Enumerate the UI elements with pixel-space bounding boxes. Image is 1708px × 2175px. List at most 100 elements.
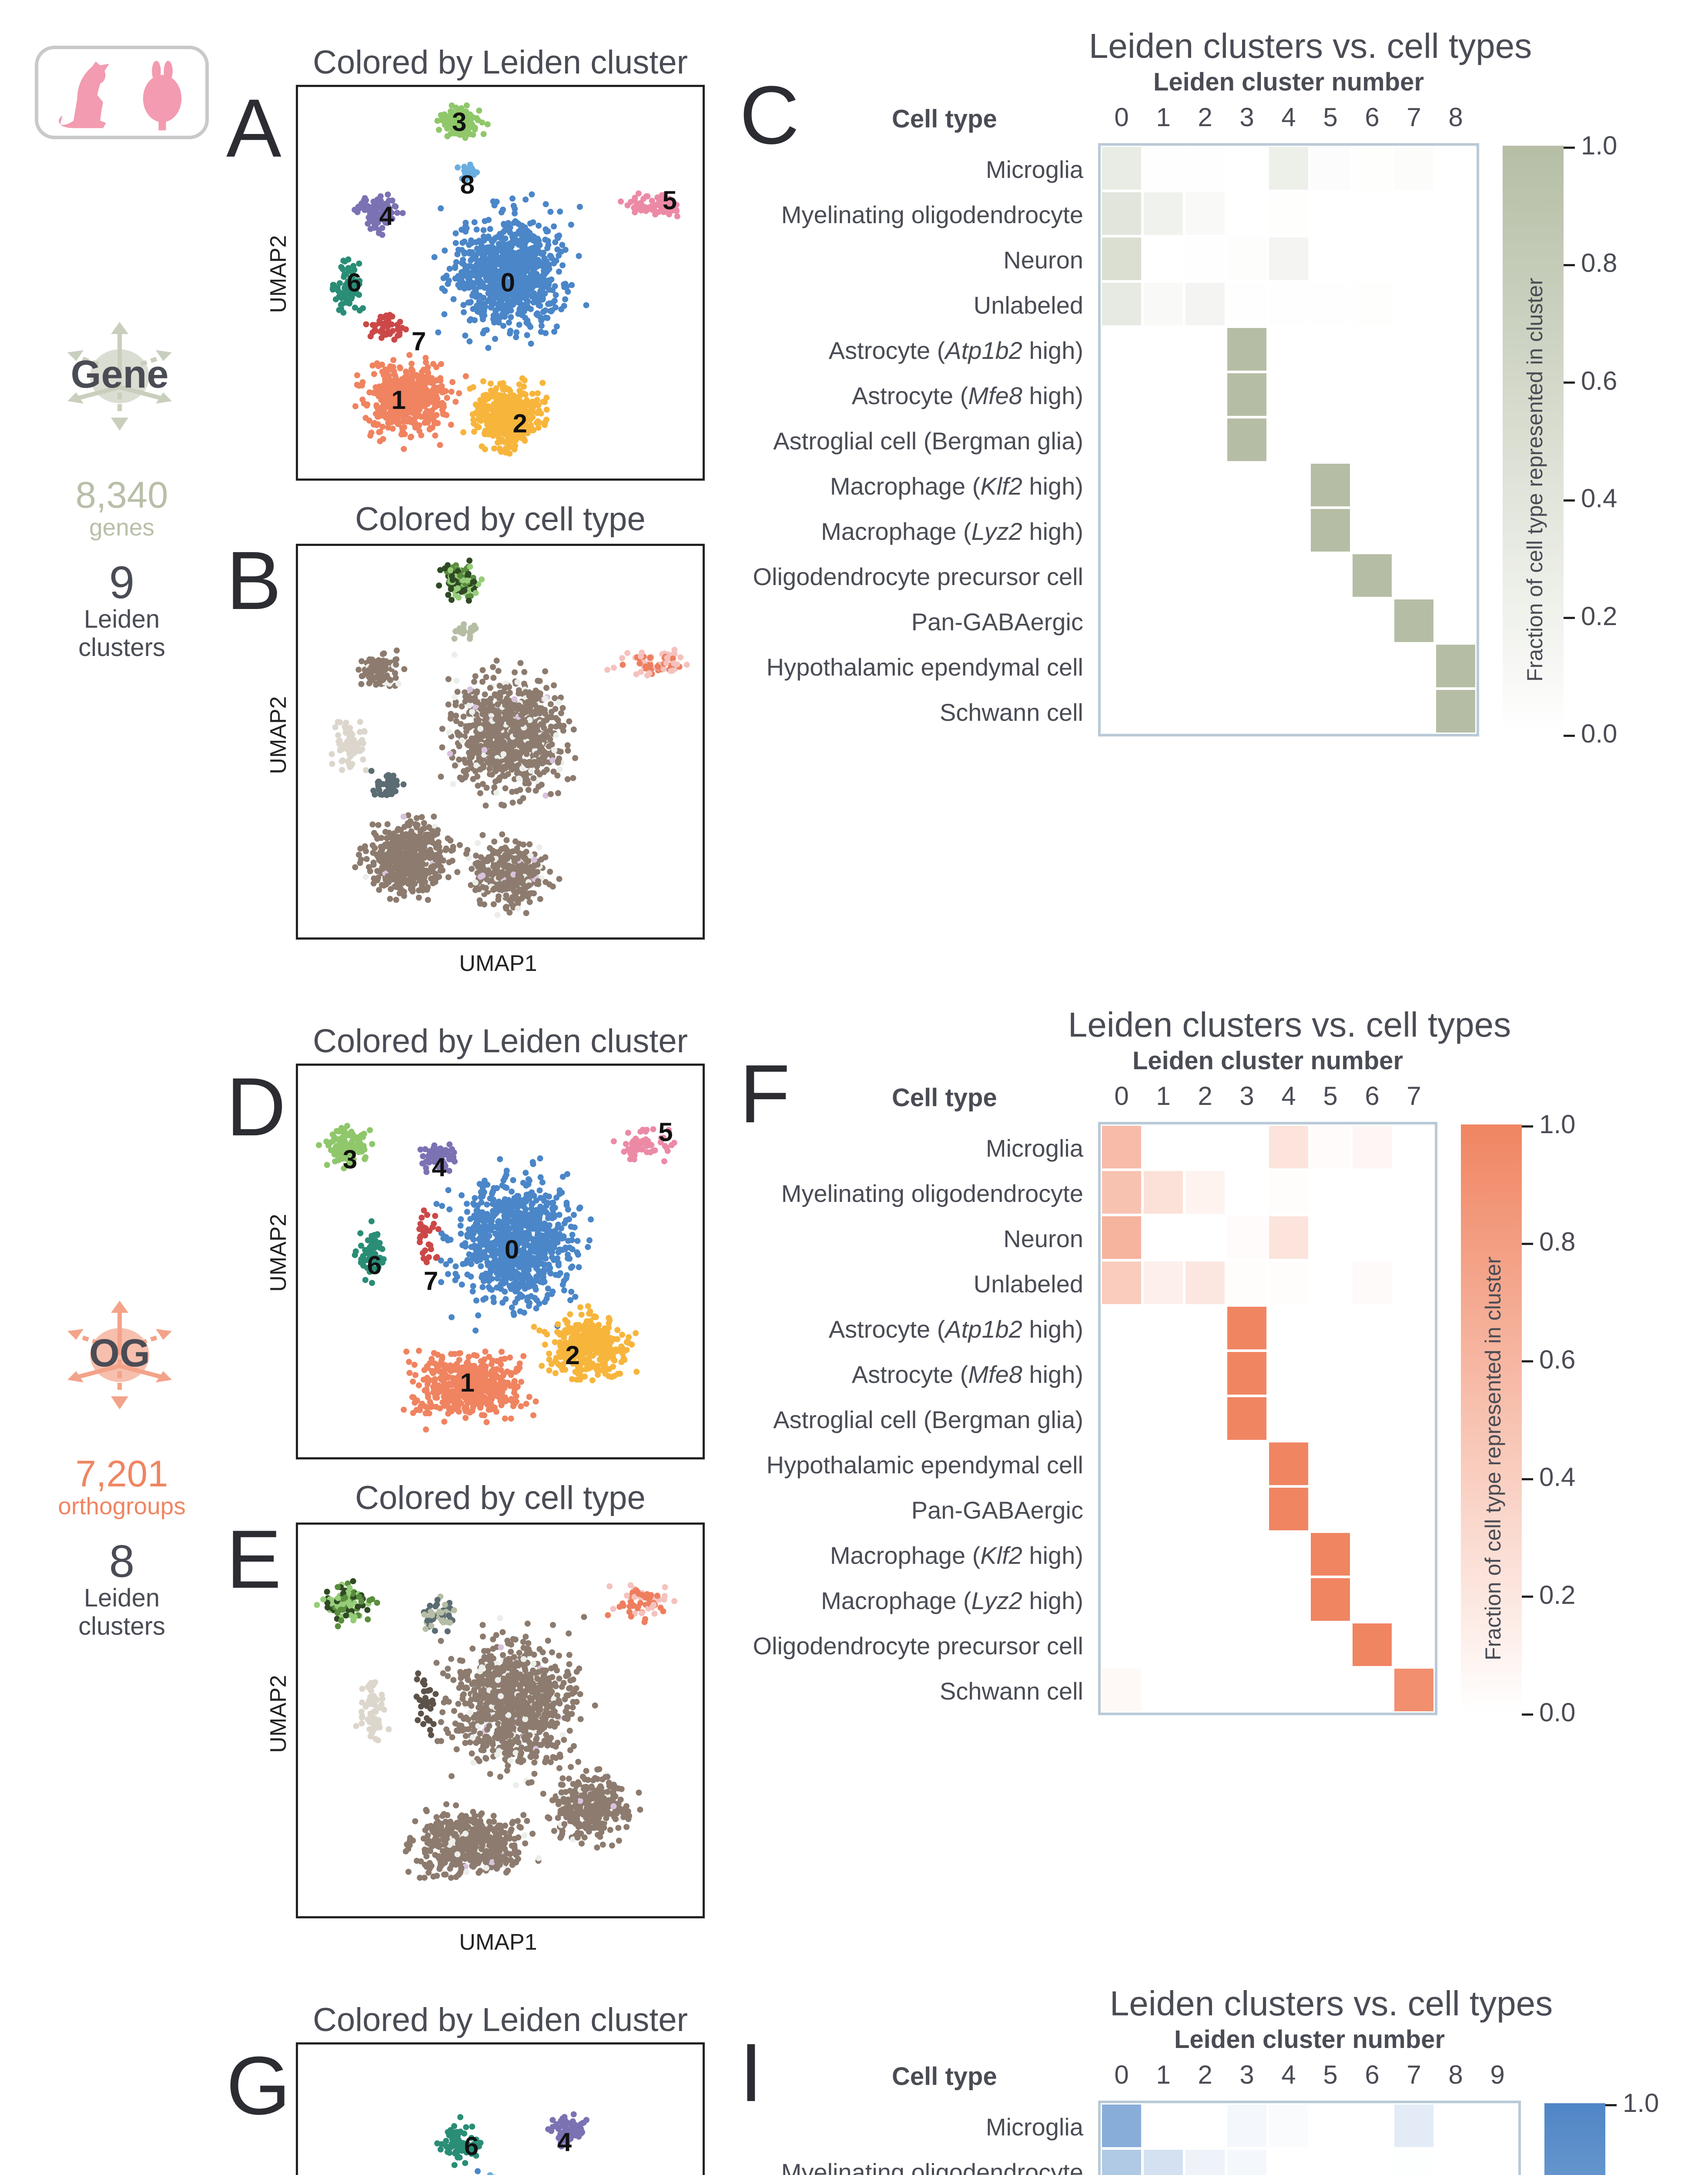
umap-point-cluster-1	[427, 426, 433, 432]
umap-point-cluster-1	[409, 361, 415, 367]
umap-point-cluster-7	[379, 321, 385, 327]
umap-point-cluster-0	[555, 790, 561, 796]
umap-point-cluster-1	[421, 820, 427, 826]
umap-point-cluster-3	[471, 579, 477, 585]
umap-point-cluster-1	[450, 844, 456, 850]
umap-point-cluster-0	[481, 238, 487, 244]
umap-point-cluster-0	[472, 673, 479, 679]
umap-point-cluster-0	[484, 785, 490, 791]
umap-point-cluster-0	[565, 776, 571, 782]
umap-celltype-xlabel: UMAP1	[455, 950, 542, 977]
umap-point-cluster-0	[507, 249, 513, 255]
umap-point-cluster-3	[448, 586, 454, 592]
umap-point-cluster-0	[521, 669, 527, 675]
umap-point-cluster-2	[530, 405, 536, 411]
umap-point-cluster-0	[560, 705, 566, 711]
umap-point-cluster-0	[495, 248, 501, 254]
umap-point-cluster-1	[428, 876, 434, 882]
umap-point-cluster-2	[535, 878, 541, 884]
umap-point-cluster-2	[513, 847, 519, 853]
umap-point-cluster-0	[495, 701, 501, 707]
umap-point-cluster-0	[568, 222, 574, 228]
umap-point-cluster-6	[346, 744, 352, 750]
umap-point-cluster-0	[462, 220, 469, 226]
umap-point-cluster-4	[377, 664, 383, 670]
umap-point-cluster-0	[509, 1188, 515, 1195]
umap-point-cluster-0	[528, 306, 534, 312]
umap-point-cluster-0	[510, 1177, 516, 1183]
heatmap-cell	[1101, 236, 1142, 281]
umap-point-cluster-0	[527, 324, 533, 330]
umap-point-cluster-8	[467, 633, 473, 639]
umap-point-cluster-6	[331, 282, 337, 288]
umap-point-cluster-2	[556, 876, 563, 882]
umap-point-cluster-2	[539, 380, 546, 386]
cluster-label: 7	[412, 326, 426, 356]
umap-point-cluster-0	[445, 1271, 451, 1277]
umap-point-cluster-6	[359, 746, 365, 752]
umap-point-cluster-2	[485, 404, 491, 410]
umap-point-cluster-1	[385, 879, 392, 885]
umap-point-cluster-0	[470, 306, 476, 312]
umap-point-cluster-0	[529, 245, 536, 251]
umap-point-cluster-2	[478, 418, 484, 424]
umap-point-cluster-3	[449, 597, 455, 603]
umap-point-cluster-0	[482, 691, 488, 697]
umap-point-cluster-2	[526, 841, 532, 847]
umap-point-cluster-2	[524, 399, 530, 405]
umap-point-cluster-1	[375, 363, 382, 369]
umap-point-cluster-0	[510, 800, 516, 806]
umap-point-cluster-6	[342, 258, 348, 264]
umap-point-cluster-0	[542, 237, 548, 243]
umap-point-cluster-1	[352, 864, 358, 870]
umap-point-cluster-5	[604, 667, 610, 673]
heatmap-row-label: Astrocyte (Atp1b2 high)	[653, 336, 1083, 365]
umap-point-cluster-1	[390, 426, 396, 432]
umap-point-cluster-0	[558, 710, 564, 716]
umap-point-cluster-2	[475, 840, 481, 846]
umap-point-cluster-0	[555, 758, 561, 764]
umap-point-cluster-0	[498, 720, 504, 726]
umap-point-cluster-3	[468, 116, 474, 122]
umap-point-cluster-1	[356, 383, 362, 389]
umap-point-cluster-4	[369, 656, 375, 663]
umap-point-cluster-0	[544, 315, 550, 321]
umap-point-cluster-1	[373, 391, 379, 397]
umap-point-cluster-2	[486, 867, 492, 873]
umap-point-cluster-1	[412, 821, 419, 827]
umap-point-cluster-0	[470, 1288, 476, 1295]
umap-point-cluster-0	[565, 742, 571, 748]
umap-point-cluster-6	[363, 767, 369, 773]
umap-point-cluster-0	[474, 261, 480, 268]
umap-point-cluster-2	[503, 893, 509, 899]
og-cluster-unit-line1: Leiden	[9, 1583, 235, 1613]
umap-point-cluster-6	[337, 747, 343, 753]
umap-point-cluster-1	[419, 883, 425, 889]
umap-point-cluster-0	[464, 767, 470, 773]
umap-point-cluster-0	[524, 332, 530, 338]
heatmap-row-label: Oligodendrocyte precursor cell	[653, 562, 1083, 591]
umap-point-cluster-0	[484, 731, 490, 737]
colorbar-tick: 0.2	[1564, 601, 1617, 631]
umap-point-cluster-6	[329, 761, 335, 767]
umap-point-cluster-0	[518, 280, 524, 286]
umap-point-cluster-0	[504, 696, 510, 702]
panel-letter-D: D	[226, 1066, 286, 1148]
umap-point-cluster-0	[453, 240, 459, 246]
umap-point-cluster-0	[511, 696, 517, 702]
umap-point-cluster-1	[375, 422, 381, 428]
umap-point-cluster-1	[401, 813, 407, 820]
umap-point-cluster-2	[543, 854, 549, 860]
umap-point-cluster-1	[401, 889, 407, 895]
umap-point-cluster-0	[517, 787, 523, 793]
umap-point-cluster-0	[487, 685, 493, 691]
umap-point-cluster-0	[432, 254, 438, 260]
umap-point-cluster-0	[547, 736, 553, 742]
umap-point-cluster-0	[507, 690, 513, 696]
umap-point-cluster-2	[528, 416, 534, 422]
umap-point-cluster-6	[335, 732, 341, 738]
umap-point-cluster-2	[476, 408, 482, 414]
umap-point-cluster-0	[497, 683, 503, 689]
umap-point-cluster-8	[467, 161, 473, 167]
umap-point-cluster-0	[515, 679, 521, 685]
